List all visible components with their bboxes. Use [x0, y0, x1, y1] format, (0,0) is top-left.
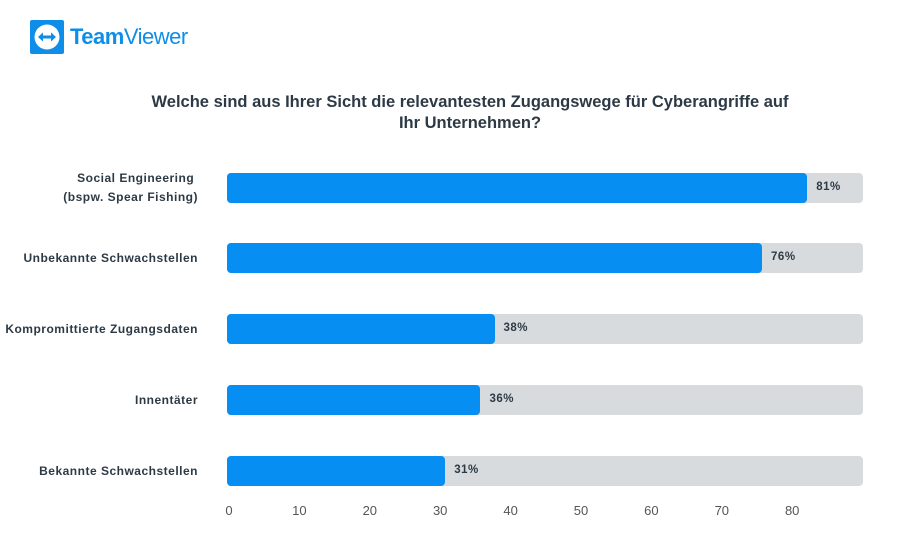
value-label: 31% — [454, 464, 479, 476]
logo-brand-bold: Team — [70, 24, 124, 49]
x-tick-label: 80 — [784, 503, 800, 518]
category-label: Innentäter — [134, 392, 198, 407]
x-tick-label: 20 — [362, 503, 378, 518]
bar — [227, 243, 763, 273]
category-label: Unbekannte Schwachstellen — [23, 250, 198, 265]
value-label: 38% — [503, 322, 529, 334]
bar — [227, 456, 446, 486]
value-label: 76% — [771, 251, 796, 263]
value-label: 81% — [816, 181, 841, 193]
x-tick-label: 70 — [714, 503, 730, 518]
bar — [227, 173, 808, 203]
x-tick-label: 30 — [432, 503, 448, 518]
x-tick-label: 0 — [225, 503, 233, 518]
category-label: Kompromittierte Zugangsdaten — [5, 321, 198, 336]
x-tick-label: 40 — [503, 503, 518, 518]
bar — [227, 314, 495, 344]
bar — [227, 385, 481, 415]
category-label: Bekannte Schwachstellen — [39, 463, 198, 478]
logo-brand-light: Viewer — [123, 24, 188, 49]
logo-arrows-icon — [30, 20, 64, 54]
x-tick-label: 50 — [573, 503, 589, 518]
x-tick-label: 10 — [292, 503, 307, 518]
category-label: Social Engineering (bspw. Spear Fishing) — [63, 171, 198, 204]
teamviewer-logo: TeamViewer — [30, 20, 188, 54]
chart-title: Welche sind aus Ihrer Sicht die relevant… — [151, 93, 789, 132]
value-label: 36% — [489, 393, 514, 405]
x-tick-label: 60 — [644, 503, 659, 518]
